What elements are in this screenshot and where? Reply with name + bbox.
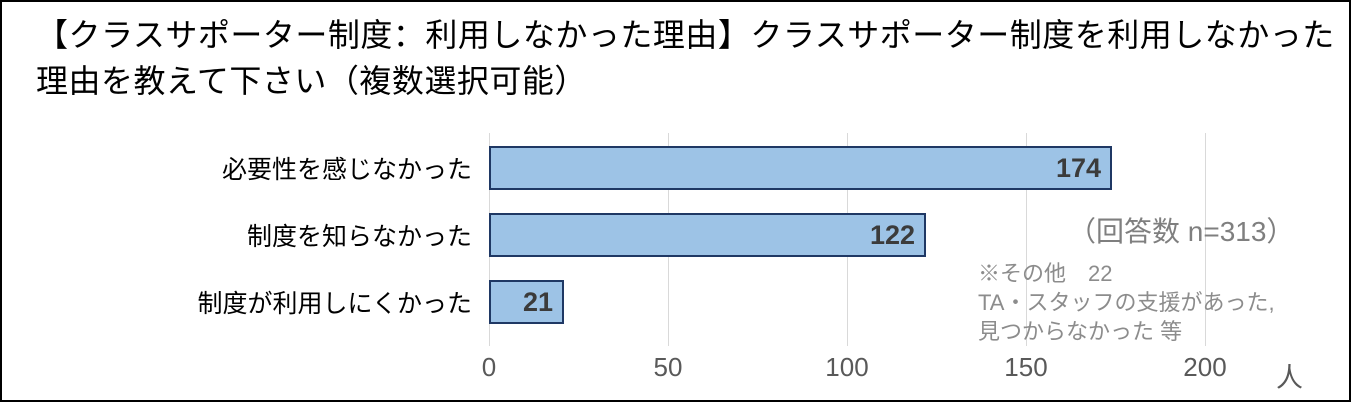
note-line: ※その他 22 bbox=[978, 261, 1113, 286]
other-responses-note: ※その他 22 TA・スタッフの支援があった, 見つからなかった 等 bbox=[978, 259, 1275, 346]
category-label-2: 制度が利用しにくかった bbox=[197, 290, 472, 318]
note-line: 見つからなかった 等 bbox=[978, 319, 1183, 344]
bar-1: 122 bbox=[489, 213, 926, 257]
bar-0: 174 bbox=[489, 146, 1112, 190]
respondents-annotation: （回答数 n=313） bbox=[1068, 216, 1295, 247]
x-tick-label: 50 bbox=[653, 352, 683, 382]
bar-value-label: 122 bbox=[869, 219, 915, 250]
x-axis-unit-label: 人 bbox=[1276, 363, 1303, 393]
category-label-0: 必要性を感じなかった bbox=[221, 156, 472, 184]
plot-area: 174 122 21 bbox=[489, 133, 1206, 346]
bar-2: 21 bbox=[489, 280, 564, 324]
x-tick-label: 0 bbox=[481, 352, 497, 382]
gridline bbox=[1205, 133, 1206, 346]
chart-title: 【クラスサポーター制度：利用しなかった理由】クラスサポーター制度を利用しなかった… bbox=[36, 17, 1335, 99]
bar-value-label: 174 bbox=[1055, 152, 1101, 183]
x-tick-label: 150 bbox=[1004, 352, 1048, 382]
x-tick-label: 100 bbox=[825, 352, 869, 382]
category-label-1: 制度を知らなかった bbox=[246, 223, 472, 251]
gridline bbox=[1026, 133, 1027, 346]
bar-value-label: 21 bbox=[522, 286, 553, 317]
x-tick-label: 200 bbox=[1183, 352, 1227, 382]
note-line: TA・スタッフの支援があった, bbox=[978, 290, 1275, 315]
